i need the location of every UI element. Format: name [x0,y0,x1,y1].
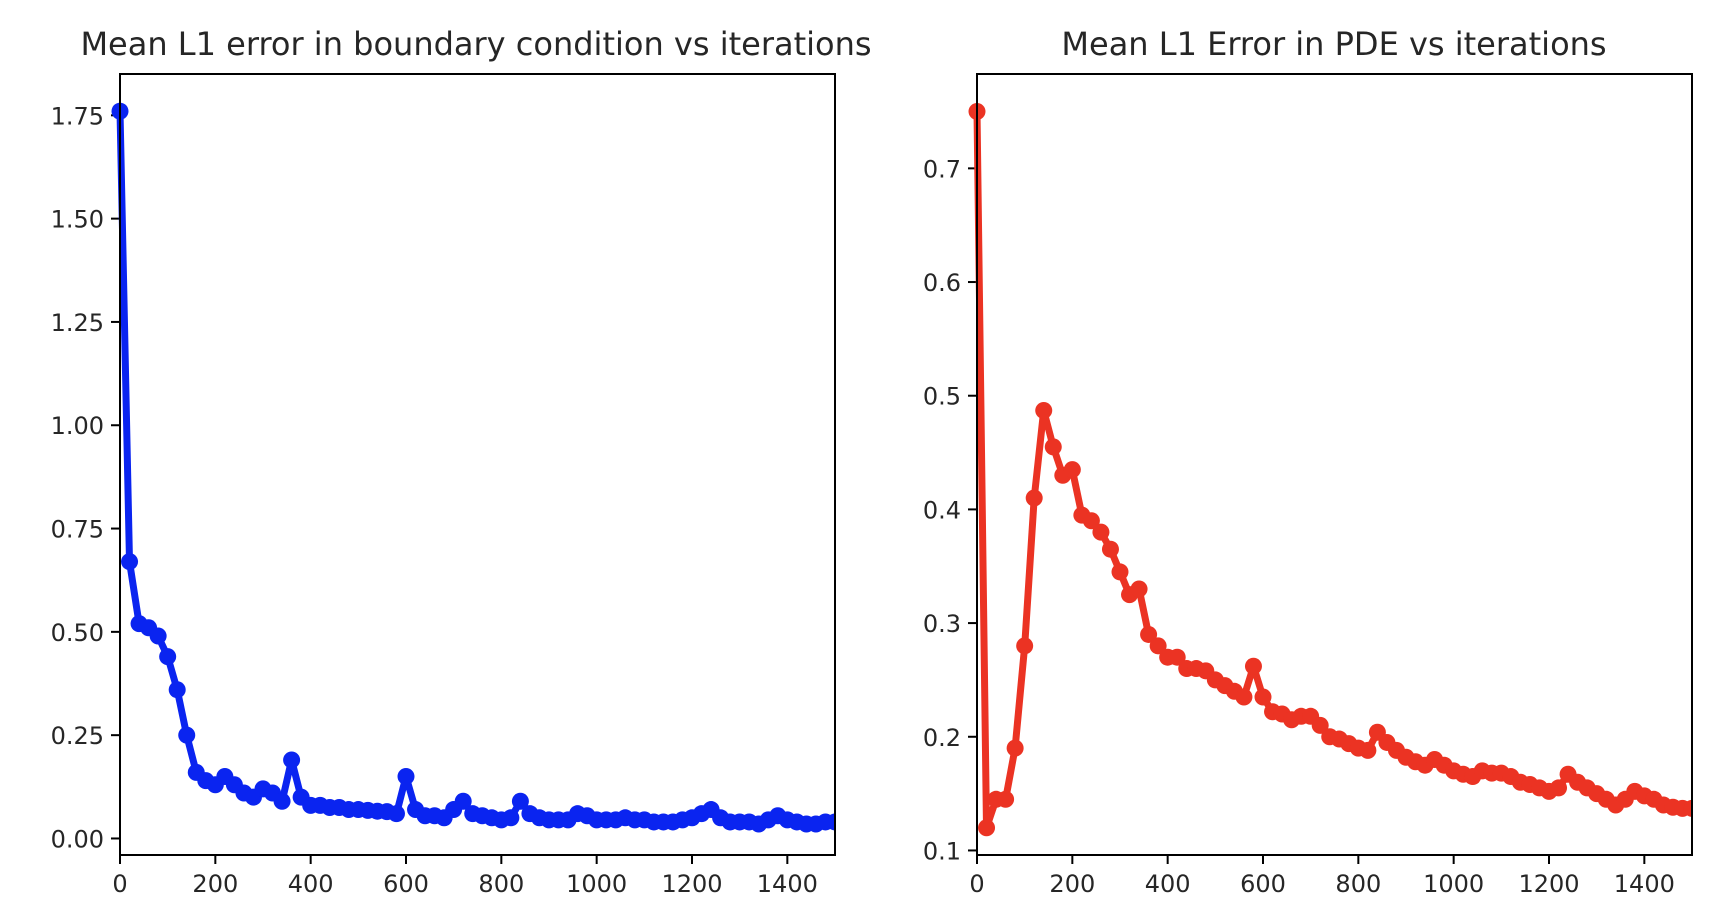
chart-title: Mean L1 Error in PDE vs iterations [1061,25,1606,63]
data-point [1082,512,1100,530]
y-tick-label: 0.25 [51,722,104,750]
x-tick-label: 1000 [566,870,627,898]
x-tick-label: 1000 [1423,870,1484,898]
data-point [159,648,177,666]
data-point [1683,799,1692,817]
data-point [1359,741,1377,759]
data-point [1035,402,1053,420]
data-point [397,767,415,785]
y-tick-label: 1.25 [51,309,104,337]
y-tick-label: 0.5 [923,383,961,411]
data-point [1244,657,1262,675]
data-point [502,809,520,827]
data-point [1063,461,1081,479]
x-tick-label: 0 [112,870,127,898]
y-tick-label: 0.4 [923,496,961,524]
y-tick-label: 1.50 [51,206,104,234]
data-point [978,819,996,837]
data-point [1254,688,1272,706]
x-tick-label: 400 [288,870,334,898]
data-point [454,792,472,810]
y-tick-label: 0.3 [923,610,961,638]
x-tick-label: 1400 [1614,870,1675,898]
data-point [1235,688,1253,706]
data-point [1044,438,1062,456]
y-tick-label: 0.75 [51,516,104,544]
y-tick-label: 1.75 [51,102,104,130]
data-point [1550,779,1568,797]
ticks: 0 200 400 600 800 1000 1200 1400 0.00 0.25 0.50 0.7… [51,102,818,898]
plot-area [968,73,1693,856]
data-point [1092,523,1110,541]
data-point [1006,739,1024,757]
x-tick-label: 1400 [757,870,818,898]
x-tick-label: 1200 [661,870,722,898]
x-tick-label: 600 [1240,870,1286,898]
y-tick-label: 1.00 [51,412,104,440]
data-point [511,792,529,810]
data-point [283,751,301,769]
data-point [1111,563,1129,581]
data-point [1016,637,1034,655]
chart-boundary-error: Mean L1 error in boundary condition vs i… [51,25,872,898]
data-point [1101,540,1119,558]
ticks: 0 200 400 600 800 1000 1200 1400 0.1 0.2 0.3 0.4 0.5… [923,155,1675,898]
series-line [973,108,1692,832]
x-tick-label: 400 [1145,870,1191,898]
data-point [826,813,835,831]
data-point [121,553,139,571]
y-tick-label: 0.6 [923,269,961,297]
data-point [997,790,1015,808]
series-0 [111,102,835,833]
data-point [387,805,405,823]
data-point [1311,716,1329,734]
y-tick-label: 0.50 [51,619,104,647]
axes-frame [976,73,1693,856]
x-tick-label: 0 [969,870,984,898]
data-point [1025,489,1043,507]
data-point [149,627,167,645]
series-line [116,107,835,828]
chart-pde-error: Mean L1 Error in PDE vs iterations 0 200 4… [923,25,1693,898]
series-0 [968,103,1692,837]
data-point [178,726,196,744]
y-tick-label: 0.00 [51,825,104,853]
chart-title: Mean L1 error in boundary condition vs i… [80,25,871,63]
x-tick-label: 200 [1049,870,1095,898]
plot-area [111,73,836,856]
y-tick-label: 0.7 [923,155,961,183]
x-tick-label: 200 [192,870,238,898]
data-point [1168,648,1186,666]
x-tick-label: 800 [1335,870,1381,898]
y-tick-label: 0.2 [923,724,961,752]
x-tick-label: 800 [478,870,524,898]
x-tick-label: 600 [383,870,429,898]
data-point [273,792,291,810]
data-point [1140,625,1158,643]
axes-frame [119,73,836,856]
x-tick-label: 1200 [1518,870,1579,898]
data-point [168,681,186,699]
y-tick-label: 0.1 [923,837,961,865]
data-point [1130,580,1148,598]
data-point [1149,637,1167,655]
